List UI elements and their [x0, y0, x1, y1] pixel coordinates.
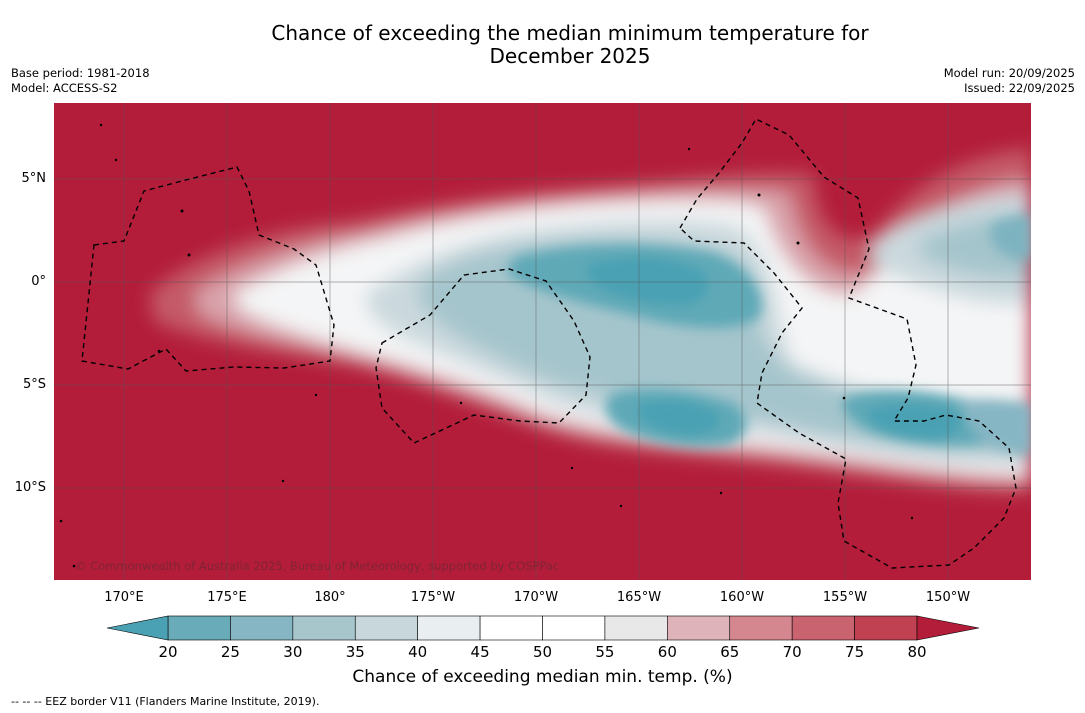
colorbar-tick-label: 60: [657, 643, 677, 661]
colorbar-tick-label: 30: [283, 643, 303, 661]
model-run: Model run: 20/09/2025: [943, 66, 1075, 80]
eez-legend-footnote: -- -- -- EEZ border V11 (Flanders Marine…: [11, 695, 320, 708]
colorbar-tick-label: 25: [220, 643, 240, 661]
lon-label-180: 180°: [314, 590, 346, 605]
lat-label-5n: 5°N: [21, 171, 47, 186]
colorbar-tick-label: 80: [907, 643, 927, 661]
lon-label-165w: 165°W: [616, 590, 662, 605]
colorbar-bin: [167, 615, 231, 641]
lon-label-175w: 175°W: [410, 590, 456, 605]
island-specks: [59, 123, 914, 568]
colorbar-bin: [417, 615, 481, 641]
map-title: Chance of exceeding the median minimum t…: [170, 22, 970, 68]
lat-label-5s: 5°S: [22, 377, 46, 392]
colorbar-over-triangle: [916, 615, 980, 641]
colorbar-tick-label: 20: [158, 643, 178, 661]
colorbar-bin: [791, 615, 855, 641]
title-line-1: Chance of exceeding the median minimum t…: [271, 21, 869, 45]
colorbar-tick-label: 35: [345, 643, 365, 661]
title-line-2: December 2025: [489, 44, 651, 68]
lat-label-10s: 10°S: [14, 480, 46, 495]
run-info: Model run: 20/09/2025 Issued: 22/09/2025: [944, 66, 1075, 96]
colorbar-tick-label: 75: [845, 643, 865, 661]
colorbar-bin: [354, 615, 418, 641]
colorbar-tick-label: 50: [532, 643, 553, 661]
forecast-map: [54, 103, 1031, 580]
base-period: Base period: 1981-2018: [11, 66, 150, 80]
colorbar-under-triangle: [106, 615, 169, 641]
colorbar-tick-label: 45: [470, 643, 490, 661]
colorbar-bin: [479, 615, 543, 641]
probability-field: [150, 148, 1031, 494]
colorbar-bin: [854, 615, 918, 641]
copyright-notice: © Commonwealth of Australia 2025, Bureau…: [75, 559, 560, 573]
lon-label-175e: 175°E: [207, 590, 247, 605]
colorbar-label: Chance of exceeding median min. temp. (%…: [352, 667, 733, 687]
colorbar-bin: [729, 615, 793, 641]
colorbar-bin: [230, 615, 294, 641]
lon-label-170e: 170°E: [104, 590, 144, 605]
colorbar-tick-label: 65: [720, 643, 740, 661]
base-info: Base period: 1981-2018 Model: ACCESS-S2: [11, 66, 150, 96]
lon-label-160w: 160°W: [719, 590, 765, 605]
lat-label-0: 0°: [31, 274, 46, 289]
lon-label-155w: 155°W: [822, 590, 868, 605]
issued-date: Issued: 22/09/2025: [964, 81, 1075, 95]
colorbar-bin: [604, 615, 668, 641]
lon-label-150w: 150°W: [925, 590, 971, 605]
lon-label-170w: 170°W: [513, 590, 559, 605]
colorbar-bin: [542, 615, 606, 641]
model-name: Model: ACCESS-S2: [11, 81, 118, 95]
colorbar: [106, 615, 980, 641]
colorbar-bin: [292, 615, 356, 641]
colorbar-tick-label: 40: [408, 643, 428, 661]
colorbar-tick-label: 70: [782, 643, 802, 661]
graticule: [54, 103, 1031, 580]
colorbar-tick-label: 55: [595, 643, 615, 661]
eez-borders: [81, 118, 1017, 569]
colorbar-bin: [667, 615, 731, 641]
